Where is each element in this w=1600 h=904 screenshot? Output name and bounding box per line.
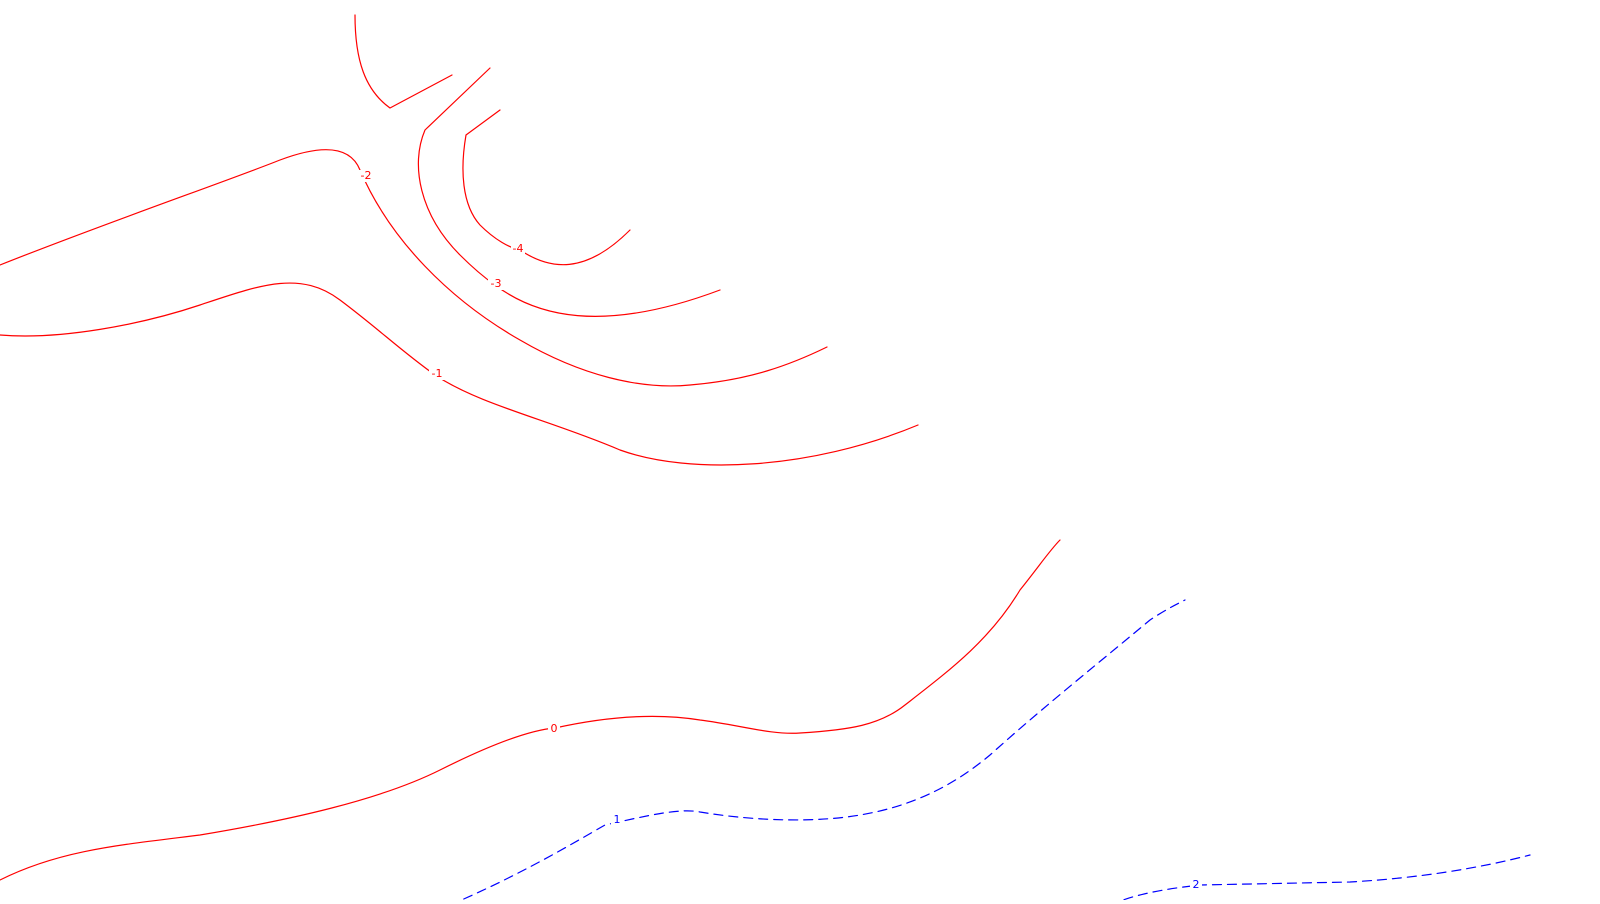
contour-label-bg (511, 243, 525, 255)
contour-label-bg (429, 368, 445, 380)
contour-label-bg (548, 723, 560, 735)
contour-label-bg (1190, 879, 1202, 891)
contour-label-minus-3: -3 (491, 277, 502, 290)
contour-label-minus-4: -4 (513, 242, 524, 255)
contour-line-zero (0, 539, 1061, 881)
contour-line-minus-4 (462, 109, 631, 266)
contour-line-minus-2 (354, 14, 453, 109)
contour-line-minus-1 (0, 282, 919, 466)
contour-label-minus-1: -1 (432, 367, 443, 380)
contour-label-bg (488, 278, 504, 290)
contour-line-minus-2 (0, 149, 828, 387)
contour-line-plus-2 (1110, 854, 1531, 904)
contour-label-bg (358, 170, 374, 182)
contour-line-minus-3 (417, 67, 721, 317)
contour-label-plus-2: 2 (1193, 878, 1200, 891)
contour-label-plus-1: 1 (614, 813, 621, 826)
contour-label-zero: 0 (551, 722, 558, 735)
contour-label-bg (611, 814, 623, 826)
contour-line-plus-1 (450, 599, 1186, 904)
contour-label-minus-2: -2 (361, 169, 372, 182)
